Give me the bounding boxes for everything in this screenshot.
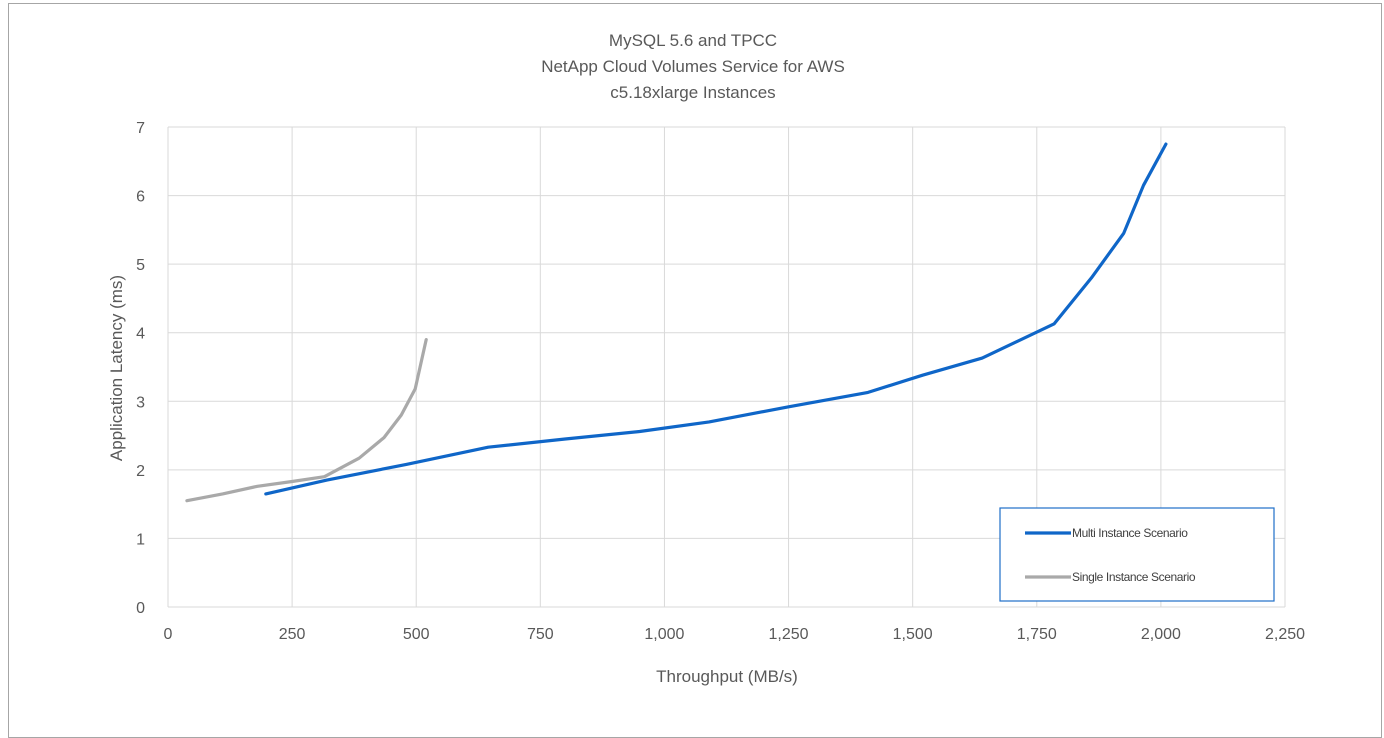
x-axis-ticks: 0 250 500 750 1,000 1,250 1,500 1,750 2,000 2,250 — [164, 626, 1306, 643]
series-line — [185, 338, 428, 503]
y-tick-label: 7 — [136, 120, 145, 137]
y-axis-label: Application Latency (ms) — [107, 275, 126, 461]
chart-title-line: MySQL 5.6 and TPCC — [609, 31, 777, 50]
chart-title: MySQL 5.6 and TPCC NetApp Cloud Volumes S… — [541, 31, 845, 102]
x-tick-label: 1,250 — [769, 626, 809, 643]
y-tick-label: 3 — [136, 394, 145, 411]
series-lines — [185, 142, 1168, 503]
x-tick-label: 1,750 — [1017, 626, 1057, 643]
series-line — [264, 142, 1168, 496]
x-tick-label: 2,000 — [1141, 626, 1181, 643]
legend: Multi Instance Scenario Single Instance S… — [999, 507, 1275, 602]
legend-entry-label: Multi Instance Scenario — [1072, 526, 1188, 540]
legend-entry-label: Single Instance Scenario — [1072, 570, 1196, 584]
y-tick-label: 1 — [136, 531, 145, 548]
y-tick-label: 2 — [136, 463, 145, 480]
y-axis-ticks: 0 1 2 3 4 5 6 7 — [136, 120, 145, 617]
legend-box — [999, 507, 1275, 602]
x-tick-label: 2,250 — [1265, 626, 1305, 643]
y-tick-label: 0 — [136, 600, 145, 617]
x-tick-label: 1,500 — [893, 626, 933, 643]
gridlines — [167, 126, 1286, 608]
y-tick-label: 5 — [136, 257, 145, 274]
x-tick-label: 750 — [527, 626, 554, 643]
x-tick-label: 250 — [279, 626, 306, 643]
y-tick-label: 6 — [136, 189, 145, 206]
chart-frame — [8, 3, 1382, 738]
chart-title-line: NetApp Cloud Volumes Service for AWS — [541, 57, 845, 76]
x-axis-label: Throughput (MB/s) — [656, 667, 798, 686]
y-tick-label: 4 — [136, 326, 145, 343]
x-tick-label: 0 — [164, 626, 173, 643]
x-tick-label: 1,000 — [644, 626, 684, 643]
x-tick-label: 500 — [403, 626, 430, 643]
chart-title-line: c5.18xlarge Instances — [610, 83, 775, 102]
